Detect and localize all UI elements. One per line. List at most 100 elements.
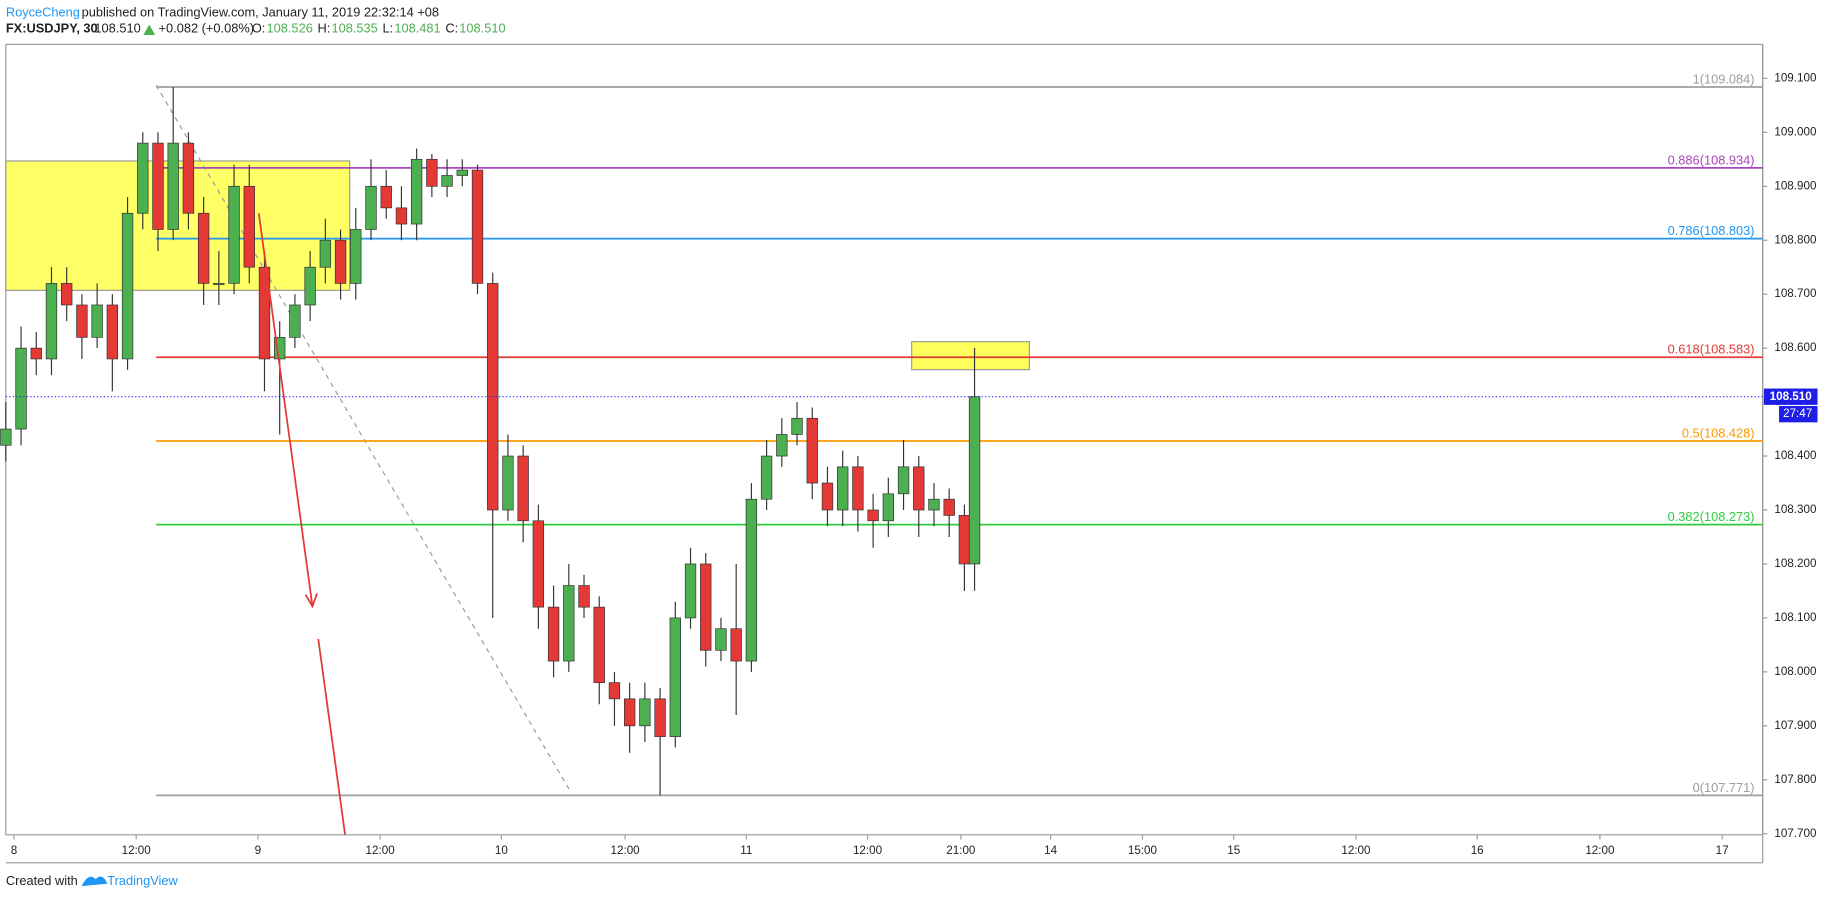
candle-body [319,239,332,268]
last-price-label: 108.510 [1770,390,1812,403]
candle-body [0,428,12,446]
candle-body [867,509,879,522]
fib-label: 0(107.771) [1693,780,1755,795]
candle-body [715,628,727,651]
countdown-box [1779,406,1818,423]
footer-brand: TradingView [107,873,178,888]
header-last: 108.510 [94,21,140,36]
candle-body [274,336,286,360]
x-tick-label: 15:00 [1128,844,1158,857]
candle-body [91,304,103,338]
candle-body [928,498,940,511]
header-symbol: FX:USDJPY, 30 [6,21,98,36]
ohlc-value: 108.535 [331,21,377,36]
candle-body [258,266,271,360]
candle-body [197,212,210,284]
candle-body [654,698,666,737]
ohlc-label: O: [252,21,266,36]
candle-body [968,396,981,565]
y-tick-label: 108.200 [1774,557,1817,570]
candle-body [532,520,545,608]
candle-body [684,563,697,619]
candle-body [106,304,119,360]
candle-body [700,563,712,651]
x-tick-label: 12:00 [1341,844,1371,857]
candle-body [365,185,377,230]
candle-body [456,169,468,176]
ohlc-label: L: [382,21,393,36]
up-icon [143,24,156,36]
x-tick-label: 10 [495,844,508,857]
y-tick-label: 108.800 [1774,233,1817,246]
y-tick-label: 108.300 [1774,503,1817,516]
ohlc-value: 108.510 [459,21,505,36]
candle-body [882,493,895,522]
header-published: published on TradingView.com, January 11… [82,4,439,19]
fib-label: 0.618(108.583) [1668,342,1755,357]
fib-label: 0.5(108.428) [1682,425,1755,440]
candle-body [943,498,955,516]
candle-body [791,417,803,435]
candle-body [15,347,27,430]
y-tick-label: 108.000 [1774,665,1817,678]
x-tick-label: 12:00 [853,844,883,857]
candle-body [517,455,529,522]
y-tick-label: 108.700 [1774,287,1817,300]
last-price-box [1763,388,1818,405]
candle-body [776,434,788,457]
candle-body [760,455,773,500]
arrow [317,638,346,835]
candle-body [745,498,758,662]
x-tick-label: 12:00 [611,844,641,857]
candle-body [502,455,514,511]
candle-body [639,698,651,727]
y-tick-label: 108.600 [1774,341,1817,354]
candle-body [608,682,621,700]
fib-label: 0.786(108.803) [1668,223,1755,238]
candle-body [958,515,971,565]
arrow-head [304,593,318,609]
candle-body [837,466,849,511]
candle-body [380,185,392,209]
candle-body [730,628,742,662]
target-zone [911,341,1030,371]
x-tick-label: 8 [11,844,17,857]
candle-body [913,466,925,511]
ohlc-value: 108.481 [394,21,440,36]
candle-body [228,185,240,284]
candle-body [76,304,88,338]
x-tick-label: 21:00 [946,844,976,857]
y-tick-label: 109.000 [1774,125,1817,138]
fib-trend-line [155,84,572,794]
brand-icon [81,876,108,887]
candle-body [350,229,362,284]
arrow [257,213,314,607]
plot: 1(109.084) 0.886(108.934) 0.786(108.803) 0.… [0,71,1763,797]
candle-body [243,185,255,268]
candle-body [471,169,484,284]
candle-body [30,347,42,360]
header-author: RoyceCheng [6,4,80,19]
candle-body [669,617,681,737]
candle-body [897,466,910,495]
candle-body [167,142,179,230]
x-tick-label: 17 [1716,844,1729,857]
candle-body [441,175,453,187]
candle-body [45,283,58,360]
candle-body [563,585,575,662]
candle-body [137,142,149,214]
candle-body [623,698,636,727]
x-tick-label: 12:00 [1585,844,1615,857]
candle-body [304,266,316,306]
footer-created: Created with [6,873,78,888]
fib-label: 0.886(108.934) [1668,152,1755,167]
fib-label: 1(109.084) [1693,71,1755,86]
header-change: +0.082 (+0.08%) [159,21,254,36]
x-tick-label: 12:00 [122,844,152,857]
candle-body [334,239,347,284]
candle-body [593,606,605,684]
ohlc-label: C: [445,21,458,36]
x-tick-label: 12:00 [366,844,396,857]
y-tick-label: 108.900 [1774,179,1817,192]
candle-body [121,212,134,360]
